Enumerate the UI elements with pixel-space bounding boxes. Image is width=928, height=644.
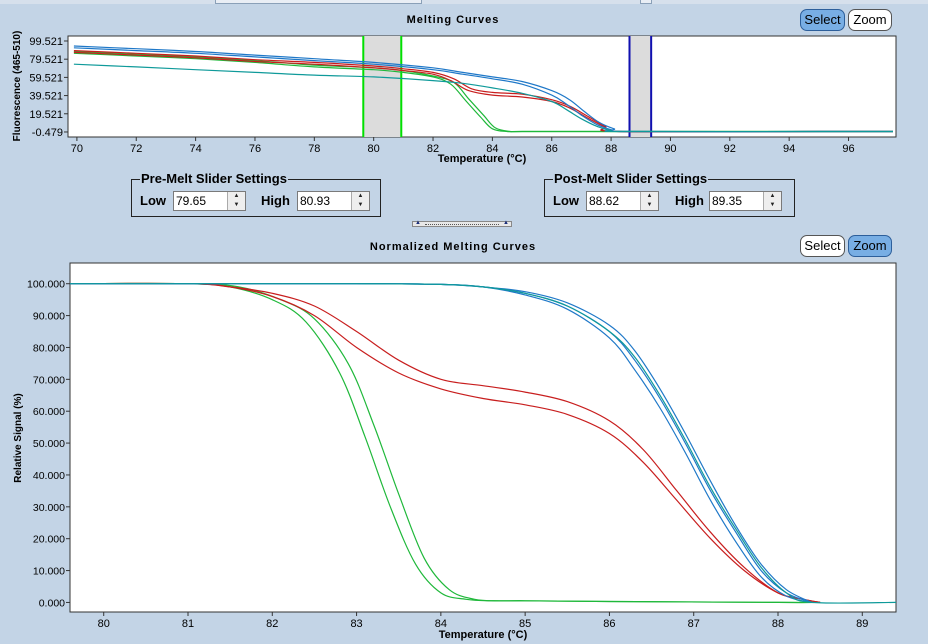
x-tick-label: 82: [427, 143, 439, 155]
x-tick-label: 84: [486, 143, 498, 155]
x-axis-label: Temperature (°C): [438, 153, 527, 165]
y-tick-label: 60.000: [33, 406, 65, 418]
spinner-arrows[interactable]: ▲ ▼: [227, 192, 245, 210]
pre-melt-low-spinner[interactable]: ▲ ▼: [173, 191, 246, 211]
tab-stub[interactable]: [215, 0, 422, 4]
splitter-grip: [425, 224, 499, 225]
x-tick-label: 88: [605, 143, 617, 155]
pre-melt-high-input[interactable]: [299, 193, 343, 209]
x-tick-label: 72: [130, 143, 142, 155]
post-melt-low-spinner[interactable]: ▲ ▼: [586, 191, 659, 211]
spin-down-icon[interactable]: ▼: [228, 201, 245, 210]
y-tick-label: 90.000: [33, 311, 65, 323]
post-melt-low-label: Low: [553, 193, 579, 208]
bottom-zoom-button[interactable]: Zoom: [848, 235, 892, 257]
pre-melt-settings-group: Pre-Melt Slider Settings Low ▲ ▼ High ▲ …: [131, 171, 381, 217]
x-tick-label: 96: [842, 143, 854, 155]
x-tick-label: 82: [266, 618, 278, 630]
y-tick-label: 99.521: [29, 36, 63, 48]
x-tick-label: 76: [249, 143, 261, 155]
x-tick-label: 88: [772, 618, 784, 630]
spin-down-icon[interactable]: ▼: [352, 201, 369, 210]
slider-region-band[interactable]: [363, 36, 402, 137]
x-tick-label: 84: [435, 618, 447, 630]
x-tick-label: 80: [98, 618, 110, 630]
top-zoom-button[interactable]: Zoom: [848, 9, 892, 31]
x-tick-label: 80: [368, 143, 380, 155]
plot-frame: [69, 262, 897, 613]
y-tick-label: 59.521: [29, 72, 63, 84]
x-tick-label: 94: [783, 143, 795, 155]
x-tick-label: 89: [856, 618, 868, 630]
spin-down-icon[interactable]: ▼: [641, 201, 658, 210]
curve-sample-8: [70, 283, 897, 604]
panel-splitter[interactable]: ▲ ▲: [412, 220, 512, 227]
x-tick-label: 78: [308, 143, 320, 155]
post-melt-settings-group: Post-Melt Slider Settings Low ▲ ▼ High ▲…: [544, 171, 795, 217]
post-melt-high-spinner[interactable]: ▲ ▼: [709, 191, 782, 211]
pre-melt-low-label: Low: [140, 193, 166, 208]
post-melt-high-input[interactable]: [711, 193, 755, 209]
spinner-arrows[interactable]: ▲ ▼: [763, 192, 781, 210]
spinner-arrows[interactable]: ▲ ▼: [351, 192, 369, 210]
pre-melt-high-label: High: [261, 193, 290, 208]
post-melt-title: Post-Melt Slider Settings: [553, 171, 709, 186]
pre-melt-high-spinner[interactable]: ▲ ▼: [297, 191, 370, 211]
x-tick-label: 70: [71, 143, 83, 155]
top-select-button[interactable]: Select: [800, 9, 845, 31]
x-tick-label: 87: [688, 618, 700, 630]
normalized-melting-curves-chart[interactable]: 80 81 82 83 84 85 86 87 88 89 100.000 90.000 80.000…: [0, 258, 928, 644]
y-tick-label: 19.521: [29, 109, 63, 121]
x-tick-label: 90: [664, 143, 676, 155]
y-tick-label: 40.000: [33, 470, 65, 482]
pre-melt-low-input[interactable]: [175, 193, 219, 209]
y-axis-label: Fluorescence (465-510): [12, 31, 23, 142]
x-tick-label: 74: [189, 143, 201, 155]
curve-sample-4: [69, 282, 821, 603]
splitter-up-icon: ▲: [503, 220, 509, 226]
normalized-curves-title: Normalized Melting Curves: [369, 241, 537, 253]
y-tick-label: 70.000: [33, 374, 65, 386]
spinner-arrows[interactable]: ▲ ▼: [640, 192, 658, 210]
y-tick-label: 39.521: [29, 91, 63, 103]
x-tick-label: 83: [350, 618, 362, 630]
y-tick-label: 20.000: [33, 534, 65, 546]
spin-down-icon[interactable]: ▼: [764, 201, 781, 210]
y-tick-label: 79.521: [29, 54, 63, 66]
bottom-select-button[interactable]: Select: [800, 235, 845, 257]
x-axis-label: Temperature (°C): [439, 629, 528, 641]
y-tick-label: 50.000: [33, 438, 65, 450]
pre-melt-title: Pre-Melt Slider Settings: [140, 171, 288, 186]
melting-curves-title: Melting Curves: [406, 14, 500, 26]
x-tick-label: 85: [519, 618, 531, 630]
melting-curves-chart[interactable]: 70 72 74 76 78 80 82 84 86 88 90 92 94 96 99.521 79.52…: [0, 30, 928, 170]
splitter-up-icon: ▲: [415, 220, 421, 226]
y-axis-label: Relative Signal (%): [13, 393, 24, 482]
y-tick-label: -0.479: [32, 127, 63, 139]
curve-sample-7: [73, 63, 893, 133]
x-tick-label: 86: [603, 618, 615, 630]
y-tick-label: 10.000: [33, 566, 65, 578]
post-melt-high-label: High: [675, 193, 704, 208]
y-tick-label: 100.000: [27, 279, 65, 291]
slider-region-band[interactable]: [629, 36, 652, 137]
post-melt-low-input[interactable]: [588, 193, 632, 209]
tab-stub[interactable]: [640, 0, 652, 4]
x-tick-label: 86: [546, 143, 558, 155]
y-tick-label: 0.000: [39, 597, 65, 609]
x-tick-label: 92: [724, 143, 736, 155]
window-top-strip: [0, 0, 928, 4]
y-tick-label: 30.000: [33, 502, 65, 514]
curve-sample-2: [69, 282, 821, 604]
x-tick-label: 81: [182, 618, 194, 630]
y-tick-label: 80.000: [33, 342, 65, 354]
curve-sample-3: [69, 282, 821, 603]
curve-sample-4: [73, 50, 893, 133]
